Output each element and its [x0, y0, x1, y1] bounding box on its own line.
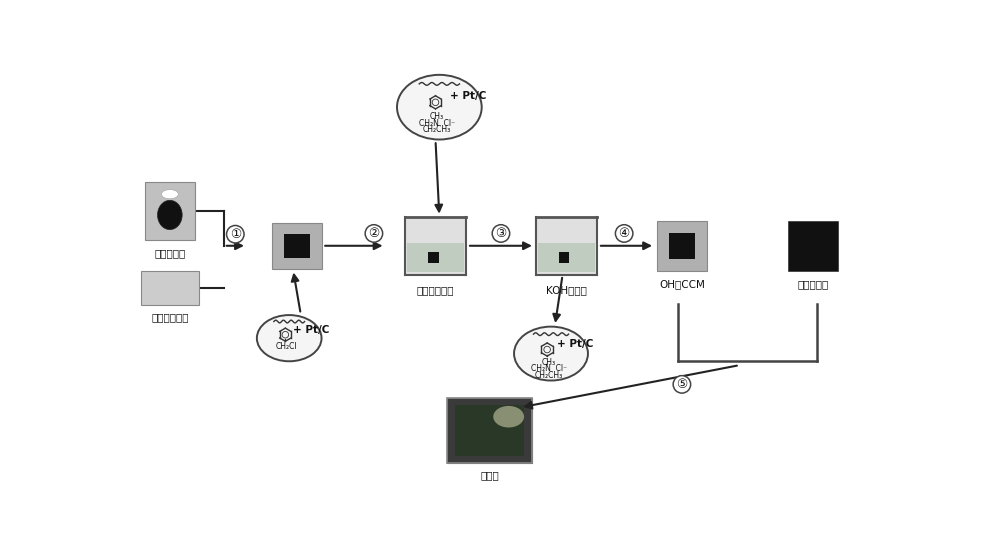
Text: 膜电极: 膜电极 [480, 470, 499, 480]
FancyBboxPatch shape [141, 271, 199, 305]
Text: CH₂Cl: CH₂Cl [276, 342, 298, 351]
Text: 碳纸扩散层: 碳纸扩散层 [797, 279, 828, 289]
FancyBboxPatch shape [536, 217, 597, 275]
Text: 阴离子交换膜: 阴离子交换膜 [151, 312, 189, 322]
FancyBboxPatch shape [407, 243, 464, 272]
FancyBboxPatch shape [405, 217, 466, 275]
Ellipse shape [257, 315, 322, 361]
FancyBboxPatch shape [657, 221, 707, 271]
FancyBboxPatch shape [788, 221, 838, 271]
Text: ①: ① [230, 228, 241, 241]
Text: ②: ② [368, 227, 380, 240]
Text: 三甲胺水溶液: 三甲胺水溶液 [417, 285, 454, 295]
Text: CH₂N  Cl⁻: CH₂N Cl⁻ [531, 364, 567, 373]
Text: + Pt/C: + Pt/C [557, 339, 594, 349]
FancyBboxPatch shape [145, 182, 195, 240]
Text: + Pt/C: + Pt/C [450, 91, 487, 101]
FancyBboxPatch shape [559, 252, 569, 263]
Text: 催化剂墨水: 催化剂墨水 [154, 248, 185, 258]
Text: ⑤: ⑤ [676, 378, 688, 391]
Text: CH₂CH₃: CH₂CH₃ [535, 371, 563, 380]
Ellipse shape [161, 190, 178, 199]
Text: CH₂CH₃: CH₂CH₃ [423, 125, 451, 134]
Ellipse shape [493, 406, 524, 427]
FancyBboxPatch shape [669, 233, 695, 259]
Text: + Pt/C: + Pt/C [293, 325, 329, 335]
Text: ④: ④ [619, 227, 630, 240]
Text: OH型CCM: OH型CCM [659, 279, 705, 289]
Text: CH₃: CH₃ [430, 112, 444, 121]
FancyBboxPatch shape [447, 398, 532, 463]
Text: KOH水溶液: KOH水溶液 [546, 285, 587, 295]
Ellipse shape [514, 327, 588, 380]
FancyBboxPatch shape [538, 243, 595, 272]
FancyBboxPatch shape [428, 252, 439, 263]
Text: CH₃: CH₃ [542, 358, 556, 367]
Text: ③: ③ [495, 227, 507, 240]
FancyBboxPatch shape [455, 405, 524, 456]
Ellipse shape [397, 75, 482, 139]
FancyBboxPatch shape [272, 223, 322, 269]
Text: CH₂N  Cl⁻: CH₂N Cl⁻ [419, 118, 455, 128]
FancyBboxPatch shape [284, 234, 310, 258]
Ellipse shape [158, 200, 182, 229]
